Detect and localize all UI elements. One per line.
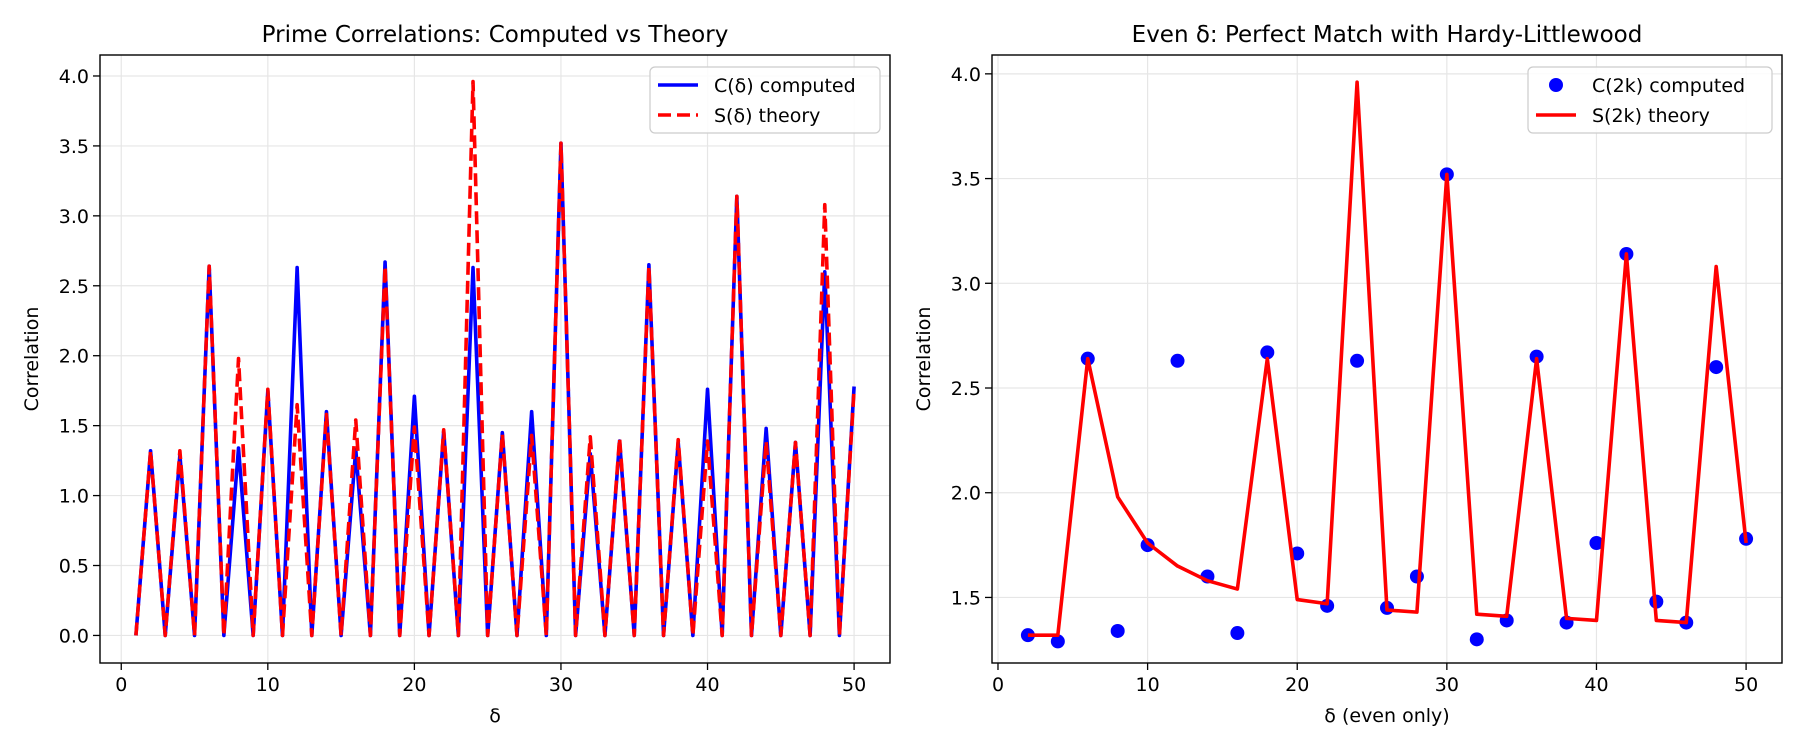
plot-area: [134, 79, 856, 638]
y-tick-label: 3.0: [59, 206, 89, 228]
y-tick-label: 1.0: [59, 486, 89, 508]
data-point: [1110, 623, 1125, 638]
y-tick-label: 4.0: [59, 66, 89, 88]
y-tick-label: 2.5: [951, 378, 981, 400]
x-tick-label: 30: [1435, 674, 1459, 696]
data-point: [1230, 626, 1245, 641]
x-tick-label: 0: [115, 674, 127, 696]
legend-box: [649, 66, 881, 134]
x-tick-label: 20: [1285, 674, 1309, 696]
y-tick-label: 4.0: [951, 64, 981, 86]
y-tick-label: 2.5: [59, 276, 89, 298]
x-tick-label: 50: [1734, 674, 1758, 696]
y-tick-label: 1.5: [951, 587, 981, 609]
data-point: [1589, 535, 1604, 550]
data-point: [1170, 353, 1185, 368]
legend-box: [1527, 66, 1773, 134]
x-tick-label: 20: [402, 674, 426, 696]
x-tick-label: 30: [549, 674, 573, 696]
legend-label: S(2k) theory: [1592, 105, 1710, 127]
legend-label: C(2k) computed: [1592, 75, 1745, 97]
y-tick-label: 3.5: [59, 136, 89, 158]
y-tick-label: 3.5: [951, 169, 981, 191]
y-tick-label: 1.5: [59, 416, 89, 438]
data-point: [1050, 634, 1065, 649]
series-line-1: [134, 141, 856, 638]
data-point: [1260, 345, 1275, 360]
data-point: [1409, 569, 1424, 584]
axes-frame: [991, 54, 1783, 664]
data-point: [1709, 360, 1724, 375]
y-tick-label: 2.0: [951, 483, 981, 505]
y-tick-label: 0.0: [59, 625, 89, 647]
data-point: [1020, 628, 1035, 643]
chart-panel-1: 0 10 20 30 40 50 0.0 0.5 1.0 1.5 2.0 2.5 3.0 3.5 4.0 Pr…: [21, 22, 891, 727]
legend-label: C(δ) computed: [714, 75, 856, 97]
y-axis-label: Correlation: [913, 307, 935, 412]
y-axis-label: Correlation: [21, 307, 43, 412]
x-tick-label: 40: [695, 674, 719, 696]
x-tick-label: 40: [1584, 674, 1608, 696]
data-point: [1350, 353, 1365, 368]
x-axis-label: δ: [489, 705, 501, 727]
x-tick-label: 0: [992, 674, 1004, 696]
series-line-2: [134, 79, 856, 638]
x-tick-label: 50: [842, 674, 866, 696]
chart-panel-2: 0 10 20 30 40 50 1.5 2.0 2.5 3.0 3.5 4.0 Even δ: Per…: [913, 22, 1783, 727]
chart-title: Prime Correlations: Computed vs Theory: [262, 22, 729, 48]
y-tick-label: 0.5: [59, 556, 89, 578]
series-line-2: [1027, 80, 1748, 637]
legend: C(2k) computed S(2k) theory: [1527, 66, 1773, 134]
axes-frame: [99, 54, 891, 664]
x-axis-label: δ (even only): [1324, 705, 1449, 727]
x-tick-label: 10: [1136, 674, 1160, 696]
plot-area: [1020, 80, 1754, 649]
x-tick-label: 10: [256, 674, 280, 696]
legend: C(δ) computed S(δ) theory: [649, 66, 881, 134]
chart-title: Even δ: Perfect Match with Hardy-Littlew…: [1132, 22, 1643, 48]
y-tick-label: 2.0: [59, 346, 89, 368]
data-point: [1469, 632, 1484, 647]
y-tick-label: 3.0: [951, 273, 981, 295]
legend-marker: [1549, 78, 1563, 92]
data-point: [1529, 349, 1544, 364]
legend-label: S(δ) theory: [714, 105, 820, 127]
